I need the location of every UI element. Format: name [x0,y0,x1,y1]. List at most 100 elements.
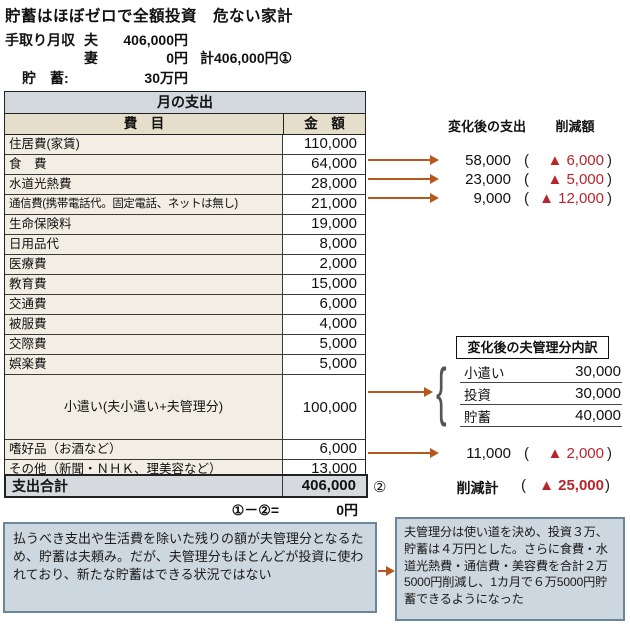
breakdown-amount: 30,000 [575,363,621,380]
expense-label: 日用品代 [5,235,283,254]
expense-table: 月の支出 費 目 金 額 住居費(家賃) 110,000 食 費 64,000 水道… [4,91,366,480]
expense-label: 小遣い(夫小遣い+夫管理分) [5,375,283,439]
reduction-other: ▲ 2,000 [547,445,604,462]
expense-label: 食 費 [5,155,283,174]
balance-formula: ①－②= [231,502,279,518]
expense-amount: 15,000 [283,275,365,294]
table-row: 日用品代 8,000 [5,235,365,255]
arrow-right-icon [368,155,439,165]
income-total: 計406,000円① [200,48,292,68]
expense-label: 被服費 [5,315,283,334]
expense-label: 住居費(家賃) [5,135,283,154]
expense-amount: 6,000 [283,295,365,314]
expense-amount: 4,000 [283,315,365,334]
balance-value: 0円 [336,502,358,518]
income-husband-value: 406,000円 [123,32,188,48]
expense-label: 教育費 [5,275,283,294]
brace-icon: { [436,355,447,427]
header-reduction: 削減額 [555,119,595,134]
note-box-left: 払うべき支出や生活費を除いた残りの額が夫管理分となるため、貯蓄は夫頼み。だが、夫… [3,522,377,613]
paren-close: ) [607,445,612,462]
expense-label: 生命保険料 [5,215,283,234]
note-box-right: 夫管理分は使い道を決め、投資３万、貯蓄は４万円とした。さらに食費・水道光熱費・通… [395,517,625,621]
income-wife-label: 妻 [84,50,98,66]
breakdown-label: 投資 [464,387,491,403]
col-header-item: 費 目 [5,114,284,134]
table-row: 娯楽費 5,000 [5,355,365,375]
paren-close: ) [607,152,612,169]
arrow-right-icon [368,174,439,184]
expense-amount: 2,000 [283,255,365,274]
income-wife-value: 0円 [166,50,188,66]
table-row: 教育費 15,000 [5,275,365,295]
paren-open: ( [521,477,526,494]
table-row-allowance: 小遣い(夫小遣い+夫管理分) 100,000 [5,375,365,440]
breakdown-row: 小遣い 30,000 [460,361,622,383]
expense-table-title: 月の支出 [5,92,365,114]
table-row: 住居費(家賃) 110,000 [5,135,365,155]
expense-total-row: 支出合計 406,000 [4,474,368,498]
breakdown-label: 貯蓄 [464,409,491,425]
expense-label: 交通費 [5,295,283,314]
reduction-total-label: 削減計 [456,480,499,496]
expense-amount: 6,000 [283,440,365,459]
income-total-value: 計406,000円 [200,50,279,66]
table-row: 生命保険料 19,000 [5,215,365,235]
breakdown-amount: 40,000 [575,407,621,424]
table-row: 通信費(携帯電話代。固定電話、ネットは無し) 21,000 [5,195,365,215]
reduction-communication: ▲ 12,000 [539,190,604,207]
expense-amount: 110,000 [283,135,365,154]
arrow-right-icon [368,387,433,397]
breakdown-label: 小遣い [464,365,505,381]
table-row: 医療費 2,000 [5,255,365,275]
expense-amount: 28,000 [283,175,365,194]
breakdown-title: 変化後の夫管理分内訳 [456,336,609,359]
expense-label: 交際費 [5,335,283,354]
col-header-amount: 金 額 [304,116,345,131]
breakdown-row: 投資 30,000 [460,383,622,405]
table-row: 交際費 5,000 [5,335,365,355]
breakdown-row: 貯蓄 40,000 [460,405,622,427]
expense-amount: 21,000 [283,195,365,214]
header-after-change: 変化後の支出 [447,119,526,134]
table-row: 食 費 64,000 [5,155,365,175]
expense-label: 娯楽費 [5,355,283,374]
expense-label: 医療費 [5,255,283,274]
savings-value: 30万円 [144,70,188,86]
table-row: 交通費 6,000 [5,295,365,315]
arrow-right-icon [378,566,395,576]
total-amount: 406,000 [301,477,356,494]
reduction-total-value: ▲ 25,000 [539,477,604,494]
expense-table-header: 費 目 金 額 [5,114,365,135]
expense-amount: 100,000 [283,375,365,439]
total-label: 支出合計 [6,476,283,496]
expense-amount: 64,000 [283,155,365,174]
after-value-utilities: 23,000 [465,171,511,188]
expense-label: 通信費(携帯電話代。固定電話、ネットは無し) [5,195,283,214]
arrow-right-icon [368,193,439,203]
expense-label: 水道光熱費 [5,175,283,194]
arrow-right-icon [368,448,439,458]
after-value-communication: 9,000 [473,190,511,207]
breakdown-table: 小遣い 30,000 投資 30,000 貯蓄 40,000 [460,361,622,427]
after-value-other: 11,000 [466,445,511,462]
after-value-food: 58,000 [465,152,511,169]
paren-close: ) [607,190,612,207]
page-title: 貯蓄はほぼゼロで全額投資 危ない家計 [5,8,294,25]
savings-label: 貯 蓄: [22,70,69,86]
expense-amount: 5,000 [283,355,365,374]
circled-2-mark: ② [373,479,387,496]
reduction-utilities: ▲ 5,000 [547,171,604,188]
paren-open: ( [524,171,529,188]
table-row: 水道光熱費 28,000 [5,175,365,195]
table-row: 被服費 4,000 [5,315,365,335]
breakdown-amount: 30,000 [575,385,621,402]
expense-amount: 19,000 [283,215,365,234]
expense-label: 嗜好品（お酒など） [5,440,283,459]
paren-open: ( [524,445,529,462]
table-row: 嗜好品（お酒など） 6,000 [5,440,365,460]
expense-amount: 8,000 [283,235,365,254]
income-husband-label: 夫 [84,32,98,48]
paren-close: ) [605,477,610,494]
